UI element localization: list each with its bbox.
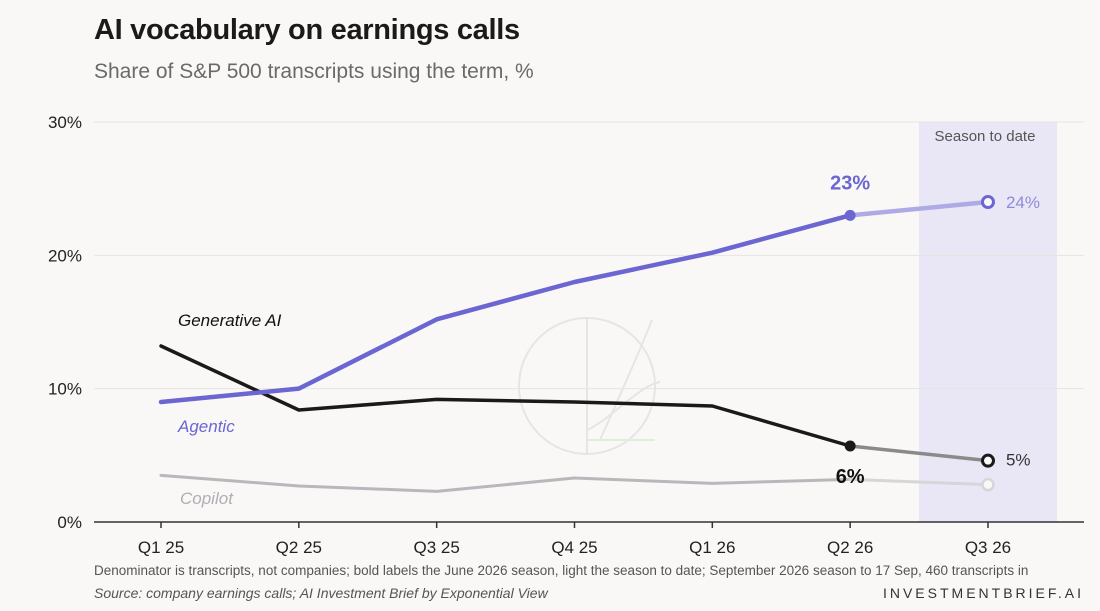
series-line-generative-ai [159, 344, 852, 448]
y-tick-label: 10% [48, 380, 82, 399]
y-tick-label: 0% [57, 513, 82, 532]
watermark-logo [518, 317, 661, 455]
grid-lines [94, 121, 1084, 523]
chart-title: AI vocabulary on earnings calls [94, 14, 520, 46]
chart-subtitle: Share of S&P 500 transcripts using the t… [94, 60, 534, 83]
series-partial-generative-ai [848, 444, 990, 463]
y-tick-label: 20% [48, 246, 82, 265]
marker-generative-ai [844, 440, 856, 452]
y-tick-label: 30% [48, 113, 82, 132]
x-tick-label: Q1 25 [138, 538, 184, 557]
season-to-date-label: Season to date [935, 128, 1036, 145]
series-labels: Generative AI Agentic Copilot 23% 24% 6% 5% [177, 172, 1040, 508]
value-label-agentic: 23% [830, 172, 870, 194]
x-axis: Q1 25 Q2 25 Q3 25 Q4 25 Q1 26 Q2 26 Q3 26 [138, 522, 1011, 557]
marker-copilot-partial [981, 477, 995, 492]
value-label-agentic-partial: 24% [1006, 193, 1040, 212]
value-label-generative-ai-partial: 5% [1006, 451, 1031, 470]
x-tick-label: Q4 25 [551, 538, 597, 557]
series-markers [844, 195, 995, 492]
series-line-copilot [159, 473, 852, 493]
marker-agentic-partial [980, 195, 995, 209]
series-partial-agentic [847, 199, 991, 218]
x-tick-label: Q3 26 [965, 538, 1011, 557]
marker-generative-ai-partial [980, 453, 995, 468]
x-tick-label: Q1 26 [689, 538, 735, 557]
value-label-generative-ai: 6% [836, 466, 865, 488]
y-axis: 0% 10% 20% 30% [48, 113, 82, 532]
marker-agentic [844, 209, 856, 221]
x-tick-label: Q2 26 [827, 538, 873, 557]
series-line-agentic [158, 213, 853, 405]
brand-logo-text: INVESTMENTBRIEF.AI [882, 585, 1084, 601]
footnote: Denominator is transcripts, not companie… [94, 563, 1029, 578]
series-lines [158, 199, 991, 493]
series-name-generative-ai: Generative AI [178, 311, 282, 330]
series-name-copilot: Copilot [180, 489, 234, 508]
series-name-agentic: Agentic [177, 417, 235, 436]
x-tick-label: Q3 25 [414, 538, 460, 557]
line-chart: Season to date 0% 10% 20% 30% Q1 25 Q2 25 Q3 … [48, 113, 1084, 557]
series-partial-copilot [848, 477, 990, 487]
source-note: Source: company earnings calls; AI Inves… [94, 585, 548, 601]
x-tick-label: Q2 25 [276, 538, 322, 557]
